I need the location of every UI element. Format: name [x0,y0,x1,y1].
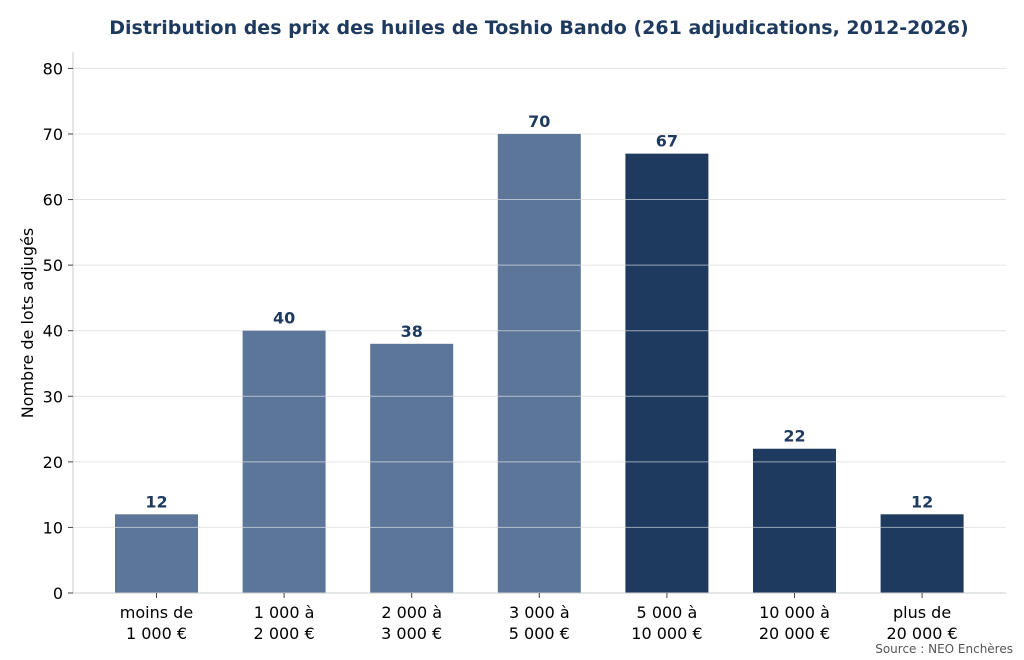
x-tick-label: 3 000 € [381,624,442,643]
data-label: 70 [528,112,550,131]
x-tick-label: 20 000 € [759,624,830,643]
bars [115,133,964,593]
x-tick-label: 10 000 € [631,624,702,643]
x-tick-label: 20 000 € [886,624,957,643]
data-label: 40 [273,309,295,328]
data-label: 12 [911,492,933,511]
x-axis-ticks: moins de 1 000 € 1 000 à 2 000 € 2 000 à 3 00… [120,593,958,643]
x-tick-label: 1 000 € [126,624,187,643]
y-tick-label: 20 [43,453,63,472]
x-tick-label: 10 000 à [759,603,830,622]
x-tick-label: plus de [893,603,951,622]
data-label: 22 [783,427,805,446]
x-tick-label: 2 000 à [381,603,442,622]
y-tick-label: 0 [53,584,63,603]
x-tick-label: 2 000 € [254,624,315,643]
y-axis-label: Nombre de lots adjugés [18,228,37,419]
data-label: 67 [656,132,678,151]
y-tick-label: 50 [43,256,63,275]
bar [625,153,709,593]
x-tick-label: moins de [120,603,193,622]
x-tick-label: 5 000 à [637,603,698,622]
y-tick-label: 80 [43,59,63,78]
bar [753,448,836,593]
x-tick-label: 3 000 à [509,603,570,622]
data-label: 38 [401,322,423,341]
bar [880,514,964,593]
bar [370,343,454,593]
source-note: Source : NEO Enchères [875,642,1013,656]
y-tick-label: 70 [43,125,63,144]
data-label: 12 [145,492,167,511]
data-labels: 12 40 38 70 67 22 12 [145,112,933,511]
y-tick-label: 30 [43,387,63,406]
y-tick-label: 60 [43,191,63,210]
y-axis-ticks: 0 10 20 30 40 50 60 70 80 [43,59,73,603]
chart-title: Distribution des prix des huiles de Tosh… [109,17,969,39]
y-tick-label: 40 [43,322,63,341]
x-tick-label: 1 000 à [254,603,315,622]
bar [497,133,581,593]
x-tick-label: 5 000 € [509,624,570,643]
y-tick-label: 10 [43,518,63,537]
bar [115,514,198,593]
